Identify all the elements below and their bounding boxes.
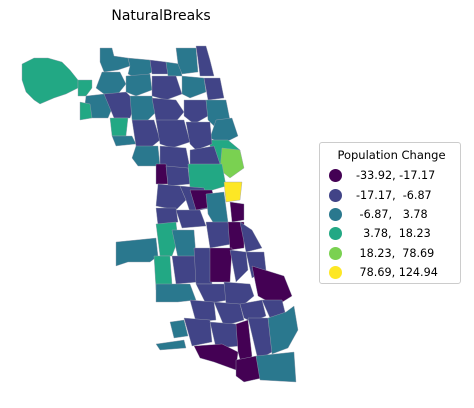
community-area bbox=[229, 249, 249, 283]
legend-swatch bbox=[329, 188, 342, 202]
community-area bbox=[131, 119, 161, 149]
legend-label: 78.69, 124.94 bbox=[356, 266, 438, 280]
community-area bbox=[149, 59, 169, 75]
legend-item: 3.78, 18.23 bbox=[329, 224, 454, 243]
community-area bbox=[151, 97, 185, 125]
community-area bbox=[175, 209, 207, 229]
community-area bbox=[79, 101, 93, 121]
community-area bbox=[171, 255, 199, 285]
community-area bbox=[155, 183, 187, 211]
community-area bbox=[111, 135, 137, 147]
legend-item: -17.17, -6.87 bbox=[329, 185, 454, 204]
community-area bbox=[193, 247, 213, 285]
community-areas bbox=[21, 45, 299, 383]
legend-label: -33.92, -17.17 bbox=[356, 169, 436, 183]
community-area bbox=[95, 71, 127, 95]
community-area bbox=[205, 191, 229, 225]
legend: Population Change -33.92, -17.17 -17.17, … bbox=[319, 142, 461, 284]
community-area bbox=[209, 321, 241, 349]
community-area bbox=[209, 247, 233, 283]
community-area bbox=[109, 117, 129, 137]
legend-swatch bbox=[329, 227, 342, 241]
legend-item: 78.69, 124.94 bbox=[329, 263, 454, 282]
map-title: NaturalBreaks bbox=[111, 8, 211, 24]
community-area bbox=[171, 229, 197, 259]
community-area bbox=[125, 73, 153, 97]
community-area bbox=[181, 75, 207, 99]
community-area bbox=[115, 237, 159, 267]
community-area bbox=[223, 181, 243, 203]
legend-swatch bbox=[329, 266, 342, 280]
community-area bbox=[129, 95, 157, 123]
community-area bbox=[229, 201, 245, 223]
legend-label: 3.78, 18.23 bbox=[356, 227, 431, 241]
community-area bbox=[189, 299, 217, 323]
legend-item: -33.92, -17.17 bbox=[329, 166, 454, 185]
community-area bbox=[187, 163, 227, 193]
community-area bbox=[169, 319, 189, 339]
legend-swatch bbox=[329, 246, 342, 260]
community-area bbox=[185, 121, 213, 151]
community-area bbox=[183, 99, 209, 125]
community-area bbox=[21, 57, 79, 105]
community-area bbox=[255, 351, 297, 383]
community-area bbox=[175, 47, 199, 75]
legend-item: 18.23, 78.69 bbox=[329, 244, 454, 263]
community-area bbox=[183, 317, 213, 347]
legend-label: -17.17, -6.87 bbox=[356, 188, 432, 202]
community-area bbox=[151, 75, 183, 101]
community-area bbox=[251, 265, 293, 307]
legend-swatch bbox=[329, 169, 342, 183]
community-area bbox=[213, 301, 245, 327]
community-area bbox=[155, 283, 197, 303]
community-area bbox=[227, 221, 245, 251]
community-area bbox=[235, 355, 263, 383]
community-area bbox=[239, 221, 263, 253]
community-area bbox=[193, 343, 239, 371]
community-area bbox=[155, 207, 179, 227]
community-area bbox=[195, 45, 215, 77]
community-area bbox=[267, 305, 299, 355]
community-area bbox=[203, 77, 225, 101]
legend-rows: -33.92, -17.17 -17.17, -6.87 -6.87, 3.78 … bbox=[329, 166, 454, 282]
community-area bbox=[131, 145, 161, 167]
legend-swatch bbox=[329, 207, 342, 221]
community-area bbox=[223, 281, 255, 307]
legend-item: -6.87, 3.78 bbox=[329, 205, 454, 224]
legend-title: Population Change bbox=[337, 148, 446, 162]
community-area bbox=[99, 47, 131, 73]
legend-label: -6.87, 3.78 bbox=[356, 207, 428, 221]
community-area bbox=[165, 165, 191, 187]
community-area bbox=[155, 119, 191, 149]
legend-label: 18.23, 78.69 bbox=[356, 246, 435, 260]
community-area bbox=[77, 79, 93, 97]
community-area bbox=[155, 339, 187, 351]
